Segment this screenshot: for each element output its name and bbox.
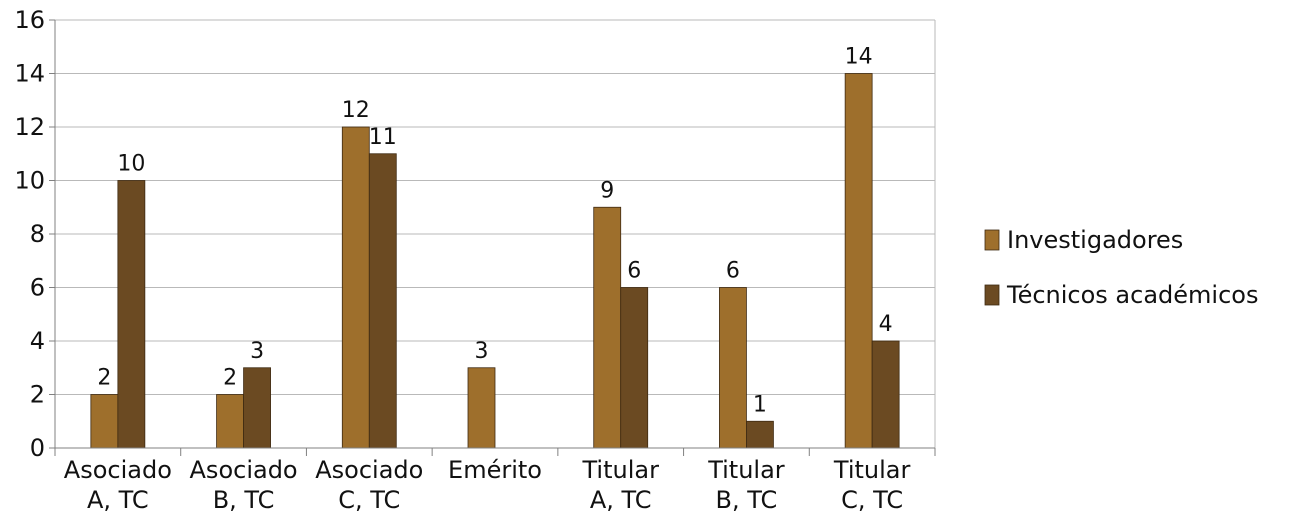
data-label: 14 bbox=[845, 45, 873, 70]
x-category-label: Asociado bbox=[190, 456, 298, 484]
y-tick-label: 2 bbox=[30, 381, 45, 409]
bar bbox=[243, 367, 271, 449]
legend-swatch bbox=[984, 229, 1000, 251]
data-label: 3 bbox=[475, 339, 489, 364]
gridlines bbox=[55, 19, 936, 448]
y-tick-labels: 0 2 4 6 8 10 12 14 16 bbox=[14, 6, 45, 462]
data-label: 12 bbox=[342, 98, 370, 123]
axes bbox=[49, 19, 936, 456]
y-tick-label: 16 bbox=[14, 6, 45, 34]
bar bbox=[719, 287, 747, 449]
y-tick-label: 4 bbox=[30, 327, 45, 355]
bar bbox=[620, 287, 649, 449]
x-category-label: Titular bbox=[707, 456, 785, 484]
bar bbox=[844, 73, 873, 449]
x-category-label: A, TC bbox=[87, 486, 149, 514]
data-label: 9 bbox=[600, 178, 614, 203]
data-label: 1 bbox=[753, 392, 767, 417]
data-label: 2 bbox=[97, 366, 111, 391]
bars bbox=[90, 73, 900, 449]
y-tick-label: 10 bbox=[14, 167, 45, 195]
x-category-label: C, TC bbox=[338, 486, 400, 514]
data-label: 10 bbox=[117, 152, 145, 177]
y-tick-label: 12 bbox=[14, 113, 45, 141]
y-tick-label: 14 bbox=[14, 60, 45, 88]
bar bbox=[746, 420, 774, 449]
bar bbox=[216, 394, 244, 449]
y-tick-label: 6 bbox=[30, 274, 45, 302]
data-label: 11 bbox=[369, 125, 397, 150]
bar bbox=[117, 180, 146, 449]
x-category-label: C, TC bbox=[841, 486, 903, 514]
data-label: 4 bbox=[879, 312, 893, 337]
legend-swatch bbox=[984, 284, 1000, 306]
bar bbox=[871, 340, 900, 449]
x-category-label: Emérito bbox=[448, 456, 542, 484]
data-label: 6 bbox=[726, 259, 740, 284]
legend-label: Técnicos académicos bbox=[1006, 281, 1258, 309]
bar bbox=[593, 206, 622, 449]
legend-label: Investigadores bbox=[1007, 226, 1183, 254]
bar bbox=[341, 126, 370, 449]
legend: Investigadores Técnicos académicos bbox=[984, 226, 1258, 309]
x-category-label: Titular bbox=[581, 456, 659, 484]
x-category-label: Titular bbox=[833, 456, 911, 484]
bar bbox=[467, 367, 496, 449]
data-label: 6 bbox=[627, 259, 641, 284]
x-category-label: B, TC bbox=[716, 486, 778, 514]
x-category-label: A, TC bbox=[590, 486, 652, 514]
x-category-label: Asociado bbox=[315, 456, 423, 484]
y-tick-label: 8 bbox=[30, 220, 45, 248]
data-label: 3 bbox=[250, 339, 264, 364]
data-label: 2 bbox=[223, 366, 237, 391]
y-tick-label: 0 bbox=[30, 434, 45, 462]
x-category-label: Asociado bbox=[64, 456, 172, 484]
bar bbox=[368, 153, 397, 449]
x-category-label: B, TC bbox=[213, 486, 275, 514]
bar bbox=[90, 394, 119, 449]
